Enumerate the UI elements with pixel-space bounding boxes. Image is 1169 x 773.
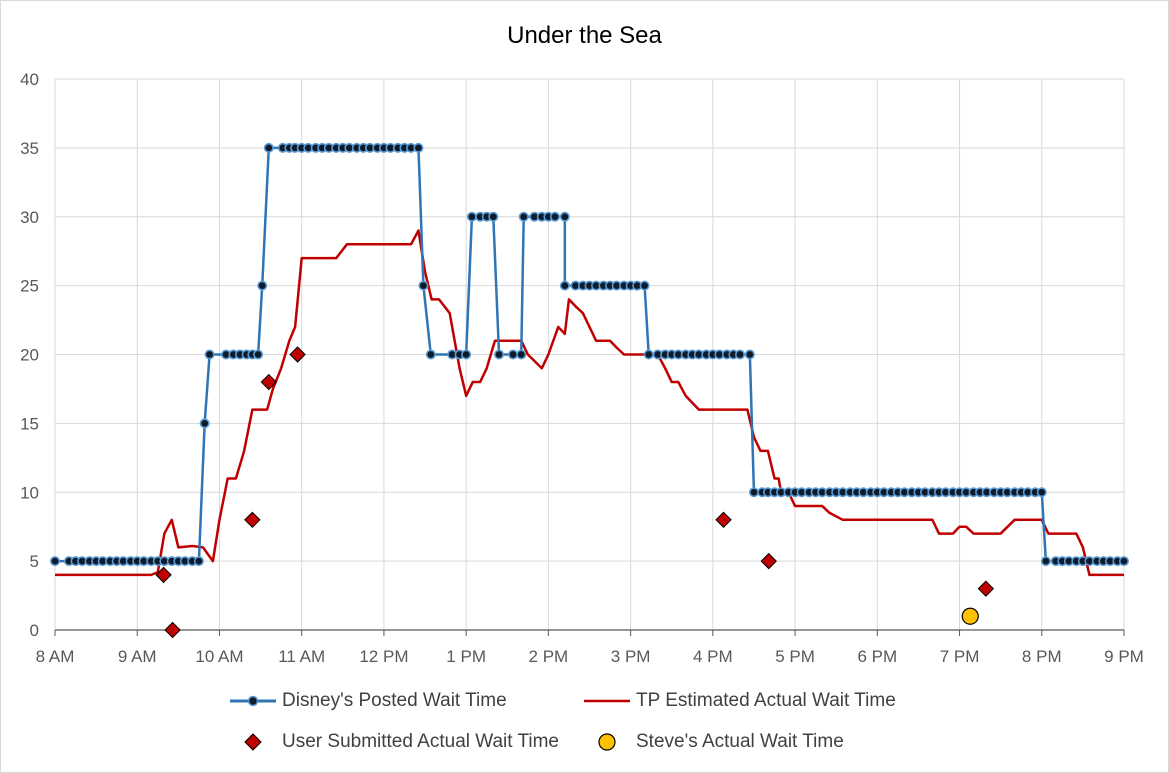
legend-tp-label: TP Estimated Actual Wait Time [636,690,896,711]
posted-marker [516,349,527,360]
y-tick-label: 35 [20,139,39,158]
user-submitted-marker [715,511,732,529]
posted-marker [204,349,215,360]
user-submitted-marker [760,552,777,570]
x-tick-label: 2 PM [529,647,569,666]
posted-marker [1036,487,1047,498]
y-tick-label: 5 [30,552,39,571]
legend-steve-swatch [584,733,630,751]
posted-marker [199,418,210,429]
legend-posted-label: Disney's Posted Wait Time [282,690,507,711]
user-submitted-marker [155,566,172,584]
user-submitted-marker [244,511,261,529]
posted-marker [734,349,745,360]
x-tick-label: 6 PM [857,647,897,666]
posted-marker [425,349,436,360]
x-tick-label: 11 AM [278,647,325,666]
series-line-tp-estimated [55,229,1124,577]
y-tick-label: 30 [20,208,39,227]
posted-marker [494,349,505,360]
posted-marker [1119,556,1130,567]
y-tick-label: 25 [20,277,39,296]
posted-marker [1040,556,1051,567]
posted-marker [257,280,268,291]
posted-marker [639,280,650,291]
x-tick-label: 5 PM [775,647,815,666]
legend-tp-swatch [584,692,630,710]
user-submitted-marker [260,373,278,391]
x-tick-label: 12 PM [359,647,408,666]
legend-user-swatch [230,733,276,751]
posted-marker [461,349,472,360]
steve-marker [961,607,979,625]
user-submitted-marker [289,346,306,363]
posted-marker [508,349,519,360]
y-tick-label: 20 [20,346,39,365]
posted-marker [744,349,755,360]
posted-marker [193,556,204,567]
posted-marker [418,280,429,291]
legend-item-tp: TP Estimated Actual Wait Time [584,690,896,712]
series-layer [49,142,1130,639]
user-submitted-marker [977,580,995,597]
x-tick-label: 7 PM [940,647,980,666]
posted-marker [643,349,654,360]
posted-marker [466,211,477,222]
legend-item-posted: Disney's Posted Wait Time [230,690,507,712]
y-tick-label: 10 [20,483,39,502]
posted-marker [518,211,529,222]
posted-marker [559,211,570,222]
x-tick-label: 9 PM [1104,647,1144,666]
x-tick-label: 1 PM [446,647,486,666]
posted-marker [488,211,499,222]
x-tick-label: 9 AM [118,647,157,666]
legend-item-steve: Steve's Actual Wait Time [584,731,844,753]
y-tick-label: 40 [20,70,39,89]
legend-user-label: User Submitted Actual Wait Time [282,731,560,752]
y-tick-label: 0 [30,621,39,640]
legend-steve-label: Steve's Actual Wait Time [636,731,844,752]
x-tick-label: 3 PM [611,647,651,666]
posted-marker [413,142,424,153]
x-tick-label: 8 AM [36,647,75,666]
x-tick-label: 8 PM [1022,647,1062,666]
x-tick-label: 10 AM [195,647,243,666]
axes: 0 5 10 15 20 25 30 35 40 8 AM 9 AM 10 AM 11 AM 12 PM 1… [20,70,1144,666]
posted-marker [559,280,570,291]
x-tick-label: 4 PM [693,647,733,666]
user-submitted-marker [164,621,181,639]
posted-marker [49,556,60,567]
posted-marker [748,487,759,498]
chart-title: Under the Sea [507,22,662,49]
posted-marker [263,142,274,153]
posted-marker [549,211,560,222]
posted-marker [253,349,264,360]
legend-posted-swatch [230,692,276,710]
y-tick-label: 15 [20,414,39,433]
legend-item-user: User Submitted Actual Wait Time [230,731,559,753]
